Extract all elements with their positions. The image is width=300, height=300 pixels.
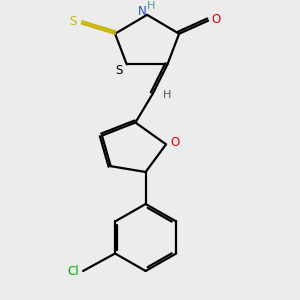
Text: N: N [137,5,146,18]
Text: H: H [163,90,172,100]
Text: O: O [170,136,179,149]
Text: O: O [212,13,221,26]
Text: S: S [69,15,76,28]
Text: Cl: Cl [67,265,79,278]
Text: S: S [115,64,122,76]
Text: H: H [146,1,155,11]
